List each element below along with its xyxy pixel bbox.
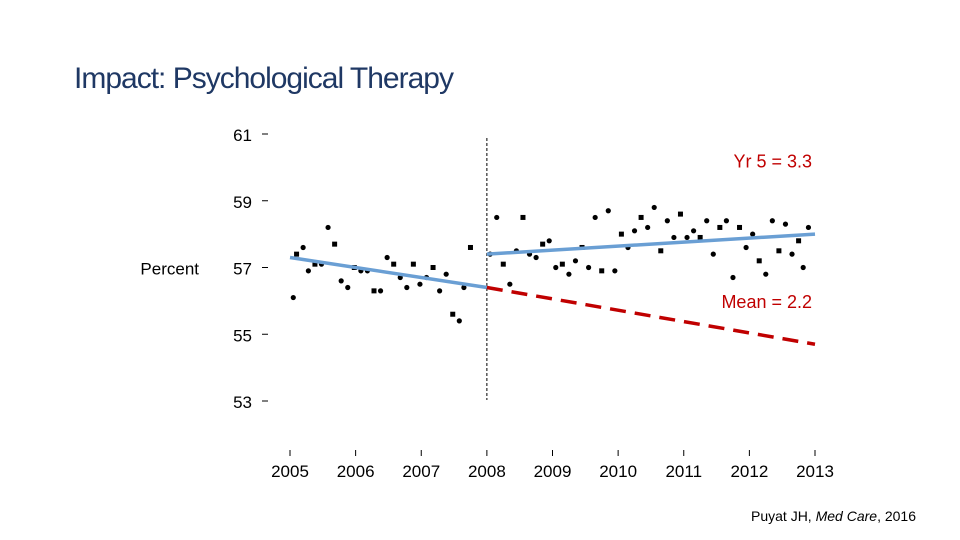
citation: Puyat JH, Med Care, 2016 (751, 508, 916, 524)
data-point (743, 244, 749, 251)
data-point (769, 218, 775, 224)
x-tick-label: 2007 (402, 462, 440, 481)
data-point (494, 214, 500, 221)
data-point (763, 271, 769, 277)
data-point (345, 284, 351, 291)
y-tick-label: 55 (233, 326, 252, 345)
fitted-trend-line (289, 255, 488, 290)
data-point (325, 224, 331, 231)
data-point (638, 214, 644, 220)
y-tick-label: 53 (233, 393, 252, 412)
data-point (585, 264, 592, 271)
data-point (645, 224, 651, 231)
data-point (684, 234, 690, 241)
data-point (605, 208, 611, 214)
data-point (730, 274, 736, 281)
data-point (690, 228, 697, 234)
data-point (450, 311, 456, 317)
x-tick-label: 2012 (730, 462, 768, 481)
data-point (800, 264, 806, 271)
data-point (776, 248, 782, 254)
data-point (796, 238, 802, 244)
data-point (332, 241, 338, 247)
data-point (540, 241, 546, 247)
data-point (756, 258, 762, 264)
data-point (789, 251, 795, 257)
data-point (294, 251, 300, 257)
citation-author: Puyat JH, (751, 508, 816, 524)
data-point (697, 234, 703, 240)
data-point (671, 234, 677, 241)
data-point (371, 288, 377, 294)
data-point (782, 221, 789, 227)
y-axis-label: Percent (140, 260, 199, 279)
x-tick-label: 2013 (796, 462, 834, 481)
data-point (750, 231, 756, 237)
data-point (391, 261, 397, 267)
data-point (290, 294, 296, 301)
x-tick-label: 2008 (468, 462, 506, 481)
data-point (300, 244, 306, 251)
data-point (553, 264, 559, 271)
x-tick-label: 2009 (534, 462, 572, 481)
data-point (377, 288, 384, 294)
data-point (710, 251, 716, 257)
data-point (410, 261, 416, 267)
data-point (618, 231, 624, 237)
data-point (500, 261, 506, 267)
counterfactual-trend-line (486, 285, 816, 346)
data-point (651, 204, 657, 211)
data-point (599, 268, 605, 274)
y-tick-label: 57 (233, 260, 252, 279)
data-point (443, 271, 449, 277)
data-point (467, 244, 473, 250)
data-point (704, 218, 710, 224)
data-point (723, 218, 730, 224)
data-point (338, 278, 344, 284)
data-point (677, 211, 683, 217)
slide-title: Impact: Psychological Therapy (74, 62, 454, 95)
data-point (737, 224, 743, 230)
data-point (546, 238, 552, 244)
citation-year: , 2016 (877, 508, 916, 524)
x-tick-label: 2010 (599, 462, 637, 481)
x-tick-label: 2006 (337, 462, 375, 481)
data-point (404, 284, 410, 291)
data-point (572, 258, 579, 264)
data-point (559, 261, 565, 267)
fitted-trend-line (486, 232, 816, 256)
data-point (384, 254, 390, 261)
data-point (592, 214, 598, 221)
data-point (430, 265, 436, 270)
data-point (533, 254, 539, 261)
data-point (658, 248, 664, 254)
x-tick-label: 2005 (271, 462, 309, 481)
data-point (305, 268, 311, 274)
data-point (417, 281, 423, 287)
data-point (566, 271, 572, 277)
trend-annotation: Mean = 2.2 (721, 292, 812, 312)
y-tick-label: 59 (233, 193, 252, 212)
data-point (312, 261, 318, 267)
citation-journal: Med Care (815, 508, 878, 524)
data-point (805, 224, 812, 231)
data-point (717, 224, 723, 230)
data-point (612, 268, 618, 274)
data-point (507, 281, 513, 287)
x-tick-label: 2011 (665, 462, 702, 481)
trend-annotation: Yr 5 = 3.3 (733, 152, 812, 172)
data-point (631, 228, 638, 234)
data-point (437, 288, 443, 294)
data-point (664, 218, 670, 224)
y-tick-label: 61 (233, 126, 252, 145)
data-point (461, 284, 467, 291)
data-point (456, 318, 462, 324)
data-point (520, 214, 526, 220)
